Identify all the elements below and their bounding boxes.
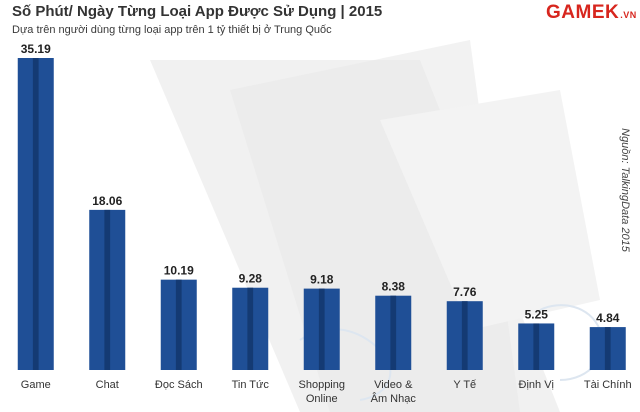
value-label: 7.76 (453, 285, 477, 299)
bar-group: 10.19 Đọc Sách (155, 264, 203, 391)
bar-group: 9.28 Tin Tức (232, 272, 270, 391)
bar-group: 9.18 Shopping Online (299, 273, 346, 405)
category-label: Video & (374, 379, 413, 391)
value-label: 10.19 (164, 264, 194, 278)
bar-group: 5.25 Định Vị (518, 307, 555, 391)
bar-stripe (390, 295, 397, 370)
gamek-logo: GAMEK .VN (546, 2, 636, 34)
chart-title: Số Phút/ Ngày Từng Loại App Được Sử Dụng… (12, 3, 383, 20)
bar-group: 35.19 Game (17, 42, 54, 391)
bar-stripe (247, 287, 254, 370)
value-label: 18.06 (92, 194, 122, 208)
category-label: Đọc Sách (155, 379, 203, 391)
bar-stripe (32, 58, 39, 370)
bar-stripe (533, 323, 540, 370)
category-label: Âm Nhạc (371, 392, 417, 405)
bar-stripe (104, 209, 111, 370)
bar-group: 8.38 Video &Âm Nhạc (371, 280, 417, 405)
bar-group: 7.76 Y Tế (446, 285, 483, 391)
logo-suffix: .VN (620, 10, 637, 20)
bar-stripe (604, 327, 611, 370)
bar-stripe (175, 279, 182, 370)
bar-group: 18.06 Chat (89, 194, 126, 391)
value-label: 35.19 (21, 42, 51, 56)
value-label: 9.28 (239, 272, 263, 286)
value-label: 5.25 (525, 307, 549, 321)
logo-text: GAMEK (546, 2, 620, 23)
value-label: 9.18 (310, 273, 334, 287)
bar-group: 4.84 Tài Chính (584, 311, 632, 391)
category-label: Định Vị (519, 379, 554, 391)
category-label: Tài Chính (584, 379, 632, 391)
value-label: 8.38 (382, 280, 406, 294)
category-label: Y Tế (453, 379, 476, 391)
chart-subtitle: Dựa trên người dùng từng loại app trên 1… (12, 24, 332, 36)
category-label: Tin Tức (232, 379, 270, 391)
category-label: Game (21, 379, 51, 391)
bar-stripe (461, 301, 468, 370)
category-label: Chat (96, 379, 119, 391)
category-label: Shopping (299, 379, 346, 391)
value-label: 4.84 (596, 311, 620, 325)
category-label: Online (306, 393, 338, 405)
bar-stripe (318, 288, 325, 370)
